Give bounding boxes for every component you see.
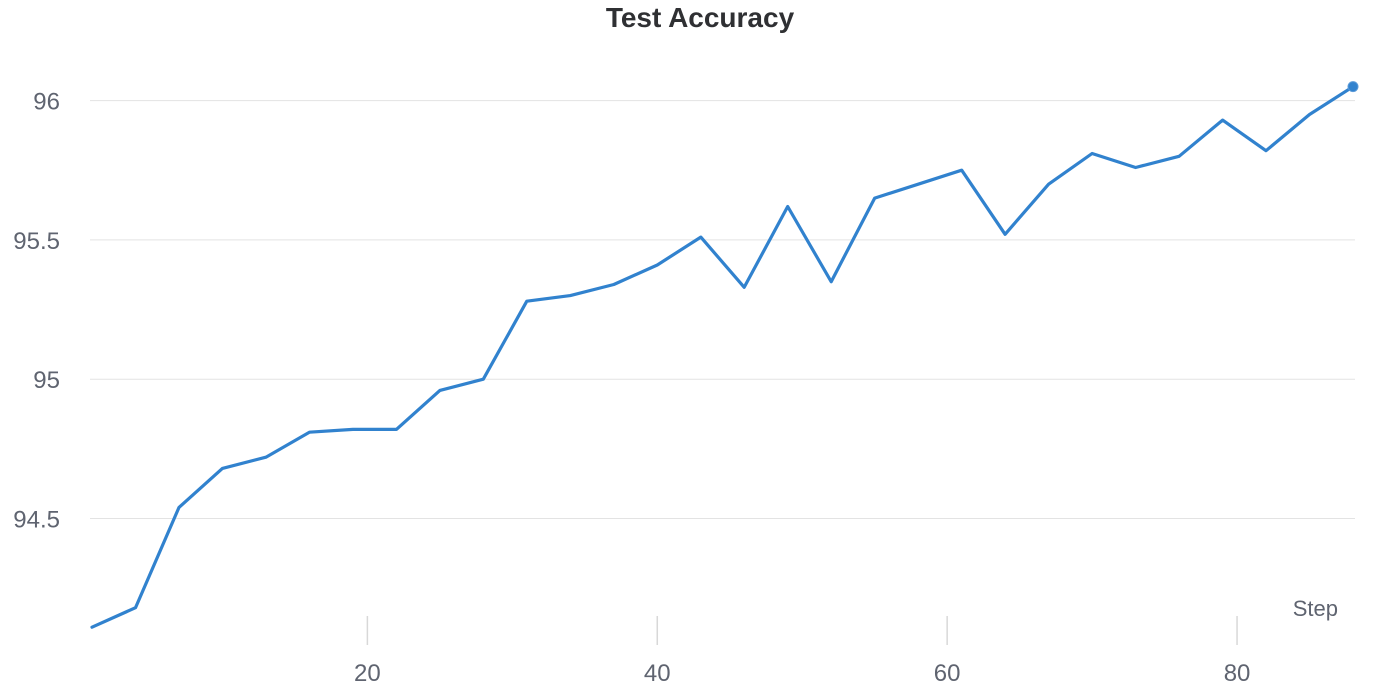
x-tick-label: 20: [354, 660, 381, 687]
y-tick-label: 95: [33, 367, 60, 394]
x-axis-ticks: 20 40 60 80: [354, 616, 1250, 687]
x-tick-label: 40: [644, 660, 671, 687]
series-line: [90, 85, 1355, 629]
grid-layer: [90, 100, 1355, 520]
y-tick-label: 96: [33, 89, 60, 116]
x-tick-label: 60: [934, 660, 961, 687]
last-point-marker: [1347, 81, 1359, 93]
x-axis-label: Step: [1293, 596, 1338, 621]
series-layer: [90, 81, 1359, 629]
chart-title: Test Accuracy: [606, 2, 795, 33]
y-tick-label: 95.5: [13, 228, 60, 255]
y-axis-ticks: 94.5 95 95.5 96: [13, 89, 60, 534]
y-tick-label: 94.5: [13, 507, 60, 534]
x-tick-label: 80: [1224, 660, 1251, 687]
